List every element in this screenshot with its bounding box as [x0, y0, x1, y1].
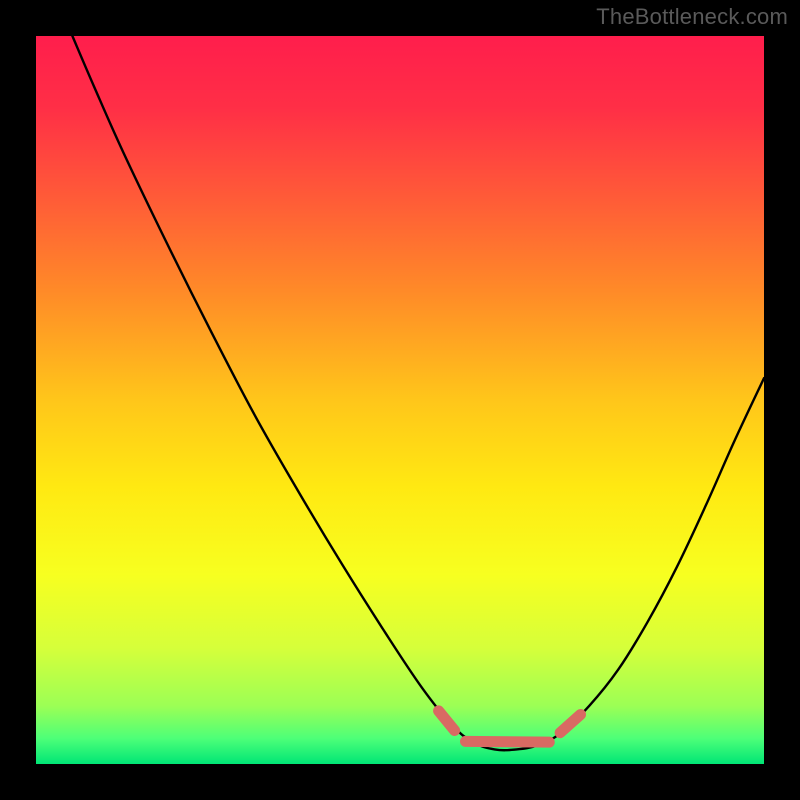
chart-frame: TheBottleneck.com	[0, 0, 800, 800]
bottleneck-chart	[0, 0, 800, 800]
highlight-segment	[466, 741, 550, 742]
watermark-text: TheBottleneck.com	[596, 4, 788, 30]
